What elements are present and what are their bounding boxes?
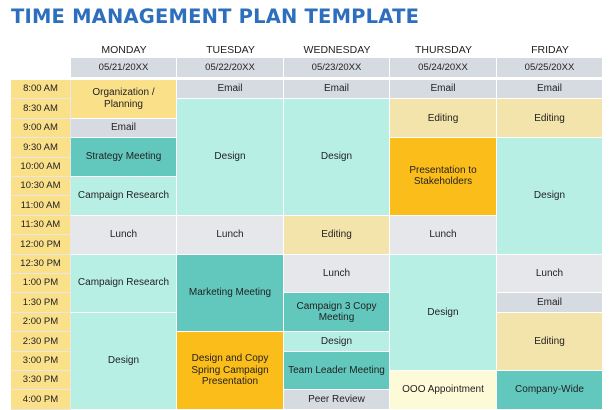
date-header: 05/24/20XX <box>390 58 497 78</box>
time-slot-label: 3:00 PM <box>11 351 71 371</box>
page-title: TIME MANAGEMENT PLAN TEMPLATE <box>11 5 420 28</box>
event-block[interactable]: Email <box>497 293 603 313</box>
event-block[interactable]: Presentation to Stakeholders <box>390 138 497 216</box>
time-slot-label: 10:00 AM <box>11 157 71 177</box>
event-block[interactable]: Email <box>177 80 284 100</box>
day-header-monday: MONDAY <box>101 43 147 56</box>
event-block[interactable]: OOO Appointment <box>390 371 497 410</box>
time-slot-label: 11:30 AM <box>11 215 71 236</box>
time-slot-label: 9:00 AM <box>11 118 71 139</box>
event-block[interactable]: Lunch <box>284 254 390 294</box>
day-header-tuesday: TUESDAY <box>206 43 255 56</box>
date-header: 05/25/20XX <box>497 58 603 78</box>
time-slot-label: 8:30 AM <box>11 99 71 119</box>
time-slot-label: 10:30 AM <box>11 177 71 197</box>
time-slot-label: 1:00 PM <box>11 274 71 294</box>
time-slot-label: 12:00 PM <box>11 235 71 255</box>
event-block[interactable]: Design and Copy Spring Campaign Presenta… <box>177 332 284 410</box>
event-block[interactable]: Peer Review <box>284 390 390 410</box>
event-block[interactable]: Lunch <box>390 215 497 255</box>
event-block[interactable]: Campaign Research <box>71 177 177 216</box>
event-block[interactable]: Editing <box>497 312 603 371</box>
event-block[interactable]: Email <box>284 80 390 100</box>
day-header-thursday: THURSDAY <box>415 43 472 56</box>
time-slot-label: 11:00 AM <box>11 196 71 216</box>
time-slot-label: 12:30 PM <box>11 254 71 274</box>
event-block[interactable]: Marketing Meeting <box>177 254 284 333</box>
time-slot-label: 2:00 PM <box>11 312 71 333</box>
date-header: 05/22/20XX <box>177 58 284 78</box>
day-header-wednesday: WEDNESDAY <box>303 43 371 56</box>
event-block[interactable]: Design <box>390 254 497 371</box>
event-block[interactable]: Organization / Planning <box>71 80 177 119</box>
day-header-friday: FRIDAY <box>531 43 569 56</box>
time-slot-label: 8:00 AM <box>11 80 71 100</box>
event-block[interactable]: Company-Wide <box>497 371 603 410</box>
time-slot-label: 2:30 PM <box>11 332 71 352</box>
event-block[interactable]: Email <box>71 118 177 139</box>
event-block[interactable]: Editing <box>497 99 603 139</box>
date-header: 05/21/20XX <box>71 58 177 78</box>
event-block[interactable]: Editing <box>390 99 497 139</box>
event-block[interactable]: Editing <box>284 215 390 255</box>
event-block[interactable]: Campaign 3 Copy Meeting <box>284 293 390 333</box>
event-block[interactable]: Design <box>497 138 603 255</box>
event-block[interactable]: Lunch <box>71 215 177 255</box>
time-slot-label: 4:00 PM <box>11 390 71 410</box>
event-block[interactable]: Email <box>497 80 603 100</box>
event-block[interactable]: Design <box>284 332 390 352</box>
event-block[interactable]: Strategy Meeting <box>71 138 177 177</box>
event-block[interactable]: Lunch <box>177 215 284 255</box>
event-block[interactable]: Campaign Research <box>71 254 177 313</box>
event-block[interactable]: Email <box>390 80 497 100</box>
date-header: 05/23/20XX <box>284 58 390 78</box>
event-block[interactable]: Design <box>71 312 177 410</box>
event-block[interactable]: Lunch <box>497 254 603 294</box>
time-slot-label: 9:30 AM <box>11 138 71 158</box>
event-block[interactable]: Design <box>177 99 284 216</box>
time-slot-label: 1:30 PM <box>11 293 71 313</box>
event-block[interactable]: Design <box>284 99 390 216</box>
time-slot-label: 3:30 PM <box>11 371 71 391</box>
event-block[interactable]: Team Leader Meeting <box>284 351 390 391</box>
